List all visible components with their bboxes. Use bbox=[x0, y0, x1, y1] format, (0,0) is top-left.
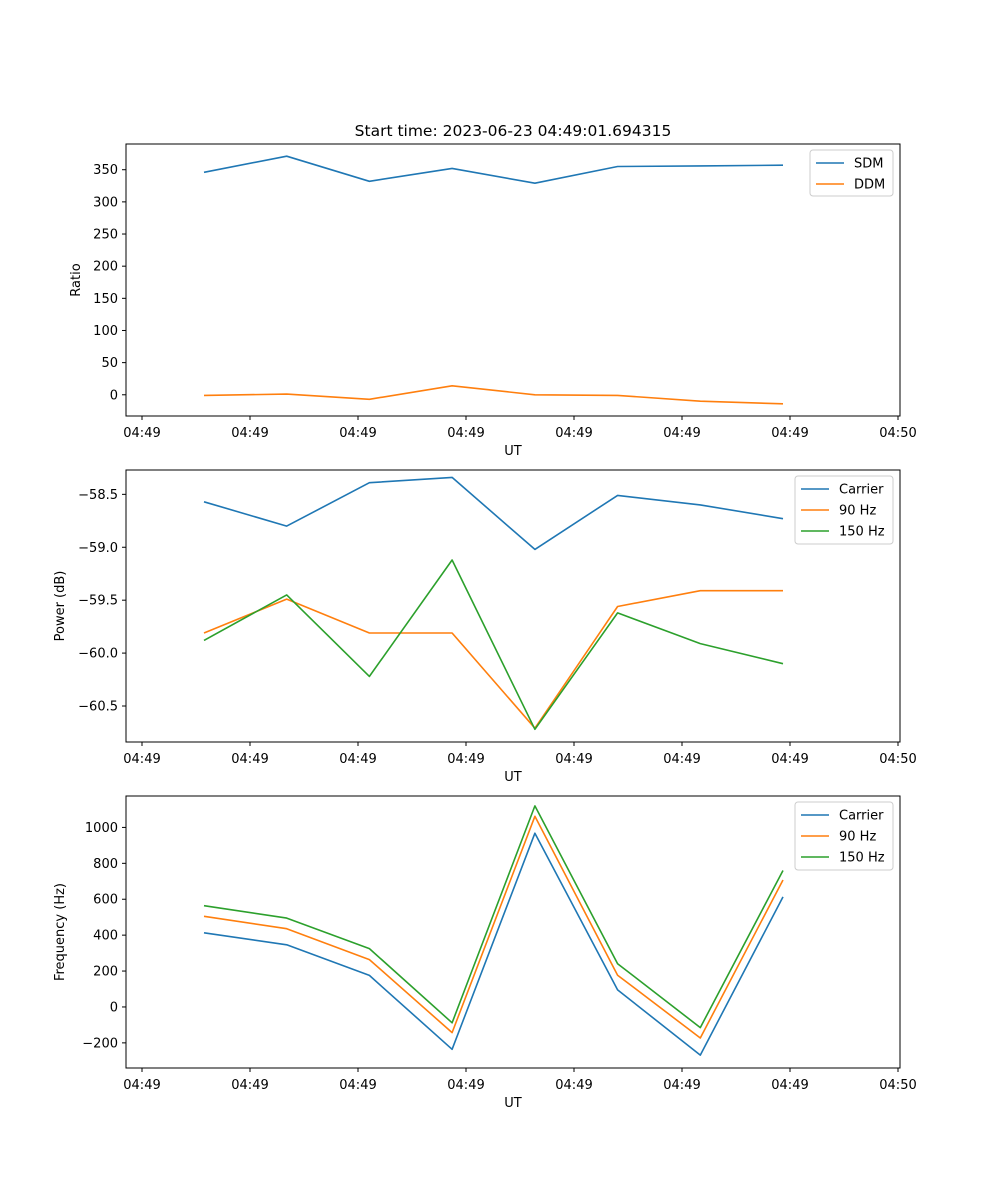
series-line-90-hz bbox=[203, 589, 783, 730]
legend-entry: 90 Hz bbox=[839, 504, 876, 519]
plot-frame bbox=[125, 469, 901, 743]
series-line-150-hz bbox=[203, 805, 784, 1029]
y-tick-label: 100 bbox=[93, 324, 118, 339]
series-line-150-hz bbox=[203, 559, 784, 731]
x-axis-label: UT bbox=[504, 1096, 522, 1111]
y-tick-label: 50 bbox=[101, 356, 118, 371]
y-axis-label: Ratio bbox=[69, 263, 84, 296]
x-tick-label: 04:49 bbox=[555, 426, 592, 441]
x-tick-label: 04:49 bbox=[447, 752, 484, 767]
x-tick-label: 04:49 bbox=[231, 752, 268, 767]
y-tick-label: −60.0 bbox=[78, 647, 118, 662]
legend-box bbox=[794, 801, 894, 871]
x-tick-label: 04:49 bbox=[123, 426, 160, 441]
y-tick-label: 600 bbox=[93, 893, 118, 908]
legend-entry: Carrier bbox=[839, 809, 884, 824]
y-tick-label: 150 bbox=[93, 292, 118, 307]
y-tick-label: 1000 bbox=[85, 821, 118, 836]
x-axis-label: UT bbox=[504, 770, 522, 785]
legend-entry: SDM bbox=[854, 157, 883, 172]
series-line-carrier bbox=[203, 476, 784, 551]
x-tick-label: 04:49 bbox=[231, 1078, 268, 1093]
y-tick-label: −200 bbox=[82, 1036, 118, 1051]
y-tick-label: 800 bbox=[93, 857, 118, 872]
y-tick-label: −59.0 bbox=[78, 541, 118, 556]
x-tick-label: 04:49 bbox=[123, 1078, 160, 1093]
x-tick-label: 04:50 bbox=[879, 426, 916, 441]
y-tick-label: −60.5 bbox=[78, 700, 118, 715]
chart-panel-3: 04:49 04:49 04:49 04:49 04:49 04:49 04:49 04:50… bbox=[53, 795, 917, 1111]
x-tick-label: 04:50 bbox=[879, 1078, 916, 1093]
y-axis-label: Power (dB) bbox=[53, 571, 68, 642]
legend-entry: DDM bbox=[854, 178, 885, 193]
y-tick-label: 200 bbox=[93, 260, 118, 275]
x-tick-label: 04:49 bbox=[447, 426, 484, 441]
x-tick-label: 04:49 bbox=[339, 426, 376, 441]
legend: Carrier 90 Hz 150 Hz bbox=[794, 475, 894, 545]
x-tick-label: 04:50 bbox=[879, 752, 916, 767]
series-line-sdm bbox=[203, 155, 784, 184]
x-tick-label: 04:49 bbox=[663, 752, 700, 767]
chart-panel-2: 04:49 04:49 04:49 04:49 04:49 04:49 04:49 04:50… bbox=[53, 469, 917, 785]
series-line-ddm bbox=[203, 384, 784, 405]
x-tick-label: 04:49 bbox=[663, 1078, 700, 1093]
y-tick-label: 0 bbox=[110, 1000, 118, 1015]
y-tick-label: −59.5 bbox=[78, 594, 118, 609]
plot-frame bbox=[125, 143, 901, 417]
legend-entry: 150 Hz bbox=[839, 851, 885, 866]
x-tick-label: 04:49 bbox=[339, 752, 376, 767]
y-tick-label: 250 bbox=[93, 228, 118, 243]
y-tick-label: 300 bbox=[93, 195, 118, 210]
y-tick-label: −58.5 bbox=[78, 488, 118, 503]
y-axis-label: Frequency (Hz) bbox=[53, 883, 68, 981]
chart-panel-1: 04:49 04:49 04:49 04:49 04:49 04:49 04:49 04:50… bbox=[69, 143, 917, 459]
x-tick-label: 04:49 bbox=[771, 426, 808, 441]
legend: Carrier 90 Hz 150 Hz bbox=[794, 801, 894, 871]
series-line-90-hz bbox=[203, 815, 784, 1039]
x-axis-label: UT bbox=[504, 444, 522, 459]
legend-entry: 150 Hz bbox=[839, 525, 885, 540]
x-tick-label: 04:49 bbox=[771, 1078, 808, 1093]
legend-box bbox=[794, 475, 894, 545]
series-line-carrier bbox=[203, 832, 784, 1056]
panels: 04:49 04:49 04:49 04:49 04:49 04:49 04:49 04:50… bbox=[53, 143, 917, 1111]
y-tick-label: 200 bbox=[93, 965, 118, 980]
x-tick-label: 04:49 bbox=[663, 426, 700, 441]
legend-entry: 90 Hz bbox=[839, 830, 876, 845]
legend: SDM DDM bbox=[809, 149, 894, 197]
chart-title: Start time: 2023-06-23 04:49:01.694315 bbox=[355, 122, 672, 140]
x-tick-label: 04:49 bbox=[123, 752, 160, 767]
x-tick-label: 04:49 bbox=[555, 752, 592, 767]
y-tick-label: 0 bbox=[110, 388, 118, 403]
legend-entry: Carrier bbox=[839, 483, 884, 498]
x-tick-label: 04:49 bbox=[447, 1078, 484, 1093]
y-tick-label: 350 bbox=[93, 163, 118, 178]
x-tick-label: 04:49 bbox=[771, 752, 808, 767]
y-tick-label: 400 bbox=[93, 929, 118, 944]
x-tick-label: 04:49 bbox=[339, 1078, 376, 1093]
x-tick-label: 04:49 bbox=[231, 426, 268, 441]
x-tick-label: 04:49 bbox=[555, 1078, 592, 1093]
plot-frame bbox=[125, 795, 901, 1069]
